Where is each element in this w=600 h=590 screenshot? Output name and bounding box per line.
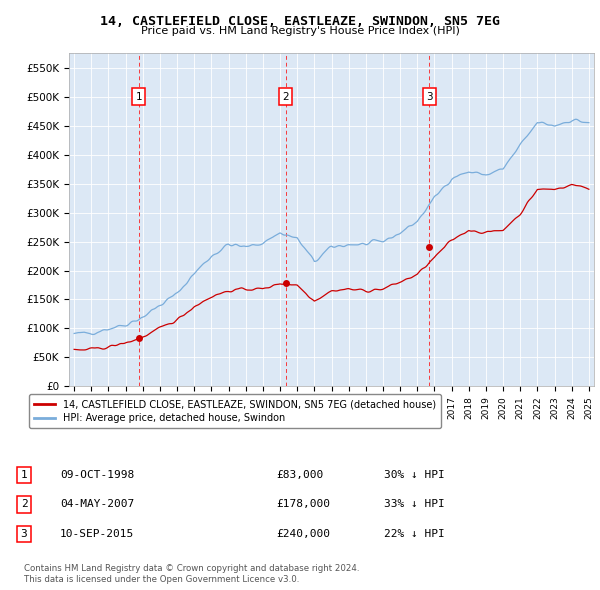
Text: 1: 1 bbox=[136, 91, 142, 101]
Text: £240,000: £240,000 bbox=[276, 529, 330, 539]
Text: 09-OCT-1998: 09-OCT-1998 bbox=[60, 470, 134, 480]
Text: 2: 2 bbox=[283, 91, 289, 101]
Text: 04-MAY-2007: 04-MAY-2007 bbox=[60, 500, 134, 509]
Legend: 14, CASTLEFIELD CLOSE, EASTLEAZE, SWINDON, SN5 7EG (detached house), HPI: Averag: 14, CASTLEFIELD CLOSE, EASTLEAZE, SWINDO… bbox=[29, 394, 441, 428]
Text: 3: 3 bbox=[20, 529, 28, 539]
Text: 1: 1 bbox=[20, 470, 28, 480]
Text: £178,000: £178,000 bbox=[276, 500, 330, 509]
Text: 30% ↓ HPI: 30% ↓ HPI bbox=[384, 470, 445, 480]
Text: Price paid vs. HM Land Registry's House Price Index (HPI): Price paid vs. HM Land Registry's House … bbox=[140, 26, 460, 36]
Text: This data is licensed under the Open Government Licence v3.0.: This data is licensed under the Open Gov… bbox=[24, 575, 299, 584]
Text: Contains HM Land Registry data © Crown copyright and database right 2024.: Contains HM Land Registry data © Crown c… bbox=[24, 565, 359, 573]
Text: 22% ↓ HPI: 22% ↓ HPI bbox=[384, 529, 445, 539]
Text: 33% ↓ HPI: 33% ↓ HPI bbox=[384, 500, 445, 509]
Text: 2: 2 bbox=[20, 500, 28, 509]
Text: 10-SEP-2015: 10-SEP-2015 bbox=[60, 529, 134, 539]
Text: 3: 3 bbox=[426, 91, 433, 101]
Text: £83,000: £83,000 bbox=[276, 470, 323, 480]
Text: 14, CASTLEFIELD CLOSE, EASTLEAZE, SWINDON, SN5 7EG: 14, CASTLEFIELD CLOSE, EASTLEAZE, SWINDO… bbox=[100, 15, 500, 28]
